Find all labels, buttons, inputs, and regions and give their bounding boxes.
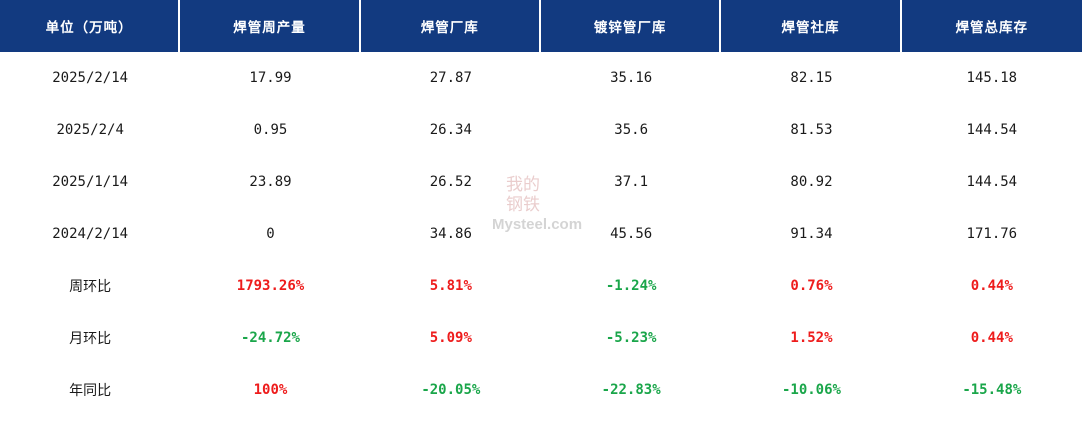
table-cell: 100% (253, 382, 288, 398)
table-cell: 17.99 (249, 70, 292, 86)
table-header-row: 单位（万吨） 焊管周产量 焊管厂库 镀锌管厂库 焊管社库 焊管总库存 (0, 0, 1082, 52)
table-cell: 5.09% (429, 330, 472, 346)
header-unit: 单位（万吨） (0, 0, 181, 52)
table-cell: 80.92 (790, 174, 833, 190)
header-galvanized-factory-stock: 镀锌管厂库 (540, 0, 722, 52)
table-cell: -1.24% (605, 278, 657, 294)
table-cell: 0.95 (253, 122, 288, 138)
table-cell: 23.89 (249, 174, 292, 190)
row-label: 年同比 (69, 383, 112, 399)
table-cell: 37.1 (614, 174, 648, 190)
row-label: 2025/1/14 (52, 174, 129, 190)
row-label: 周环比 (69, 279, 112, 295)
table-cell: 0.44% (970, 330, 1013, 346)
table-cell: 91.34 (790, 226, 833, 242)
table-cell: 144.54 (966, 122, 1018, 138)
row-label: 2025/2/4 (56, 122, 124, 138)
table-row: 年同比 100% -20.05% -22.83% -10.06% -15.48% (0, 364, 1082, 416)
table-cell: 144.54 (966, 174, 1018, 190)
table-cell: -5.23% (605, 330, 657, 346)
table-cell: -20.05% (421, 382, 481, 398)
table-cell: 1.52% (790, 330, 833, 346)
table-cell: -22.83% (601, 382, 661, 398)
table-cell: 82.15 (790, 70, 833, 86)
table-row: 2025/1/14 23.89 26.52 37.1 80.92 144.54 (0, 156, 1082, 208)
row-label: 月环比 (69, 331, 112, 347)
table-cell: 145.18 (966, 70, 1018, 86)
table-cell: 0.76% (790, 278, 833, 294)
table-cell: 26.52 (429, 174, 472, 190)
table-cell: -10.06% (781, 382, 841, 398)
header-factory-stock: 焊管厂库 (360, 0, 541, 52)
row-label: 2025/2/14 (52, 70, 129, 86)
table-row: 周环比 1793.26% 5.81% -1.24% 0.76% 0.44% (0, 260, 1082, 312)
table-cell: 26.34 (429, 122, 472, 138)
table-cell: 0.44% (970, 278, 1013, 294)
table-cell: 45.56 (610, 226, 653, 242)
table-cell: 81.53 (790, 122, 833, 138)
table-body: 2025/2/14 17.99 27.87 35.16 82.15 145.18 2025/… (0, 52, 1082, 416)
table-row: 月环比 -24.72% 5.09% -5.23% 1.52% 0.44% (0, 312, 1082, 364)
table-row: 2025/2/14 17.99 27.87 35.16 82.15 145.18 (0, 52, 1082, 104)
table-cell: 35.6 (614, 122, 648, 138)
table-cell: -15.48% (962, 382, 1022, 398)
header-weekly-output: 焊管周产量 (180, 0, 361, 52)
table-cell: 5.81% (429, 278, 472, 294)
header-social-stock: 焊管社库 (721, 0, 902, 52)
table-row: 2024/2/14 0 34.86 45.56 91.34 171.76 (0, 208, 1082, 260)
table-cell: 35.16 (610, 70, 653, 86)
table-cell: 0 (266, 226, 275, 242)
row-label: 2024/2/14 (52, 226, 129, 242)
table-cell: 1793.26% (236, 278, 305, 294)
table-cell: 171.76 (966, 226, 1018, 242)
steel-pipe-table: 单位（万吨） 焊管周产量 焊管厂库 镀锌管厂库 焊管社库 焊管总库存 2025/… (0, 0, 1082, 416)
header-total-stock: 焊管总库存 (901, 0, 1082, 52)
table-cell: 34.86 (429, 226, 472, 242)
table-cell: 27.87 (429, 70, 472, 86)
table-row: 2025/2/4 0.95 26.34 35.6 81.53 144.54 (0, 104, 1082, 156)
table-cell: -24.72% (240, 330, 300, 346)
